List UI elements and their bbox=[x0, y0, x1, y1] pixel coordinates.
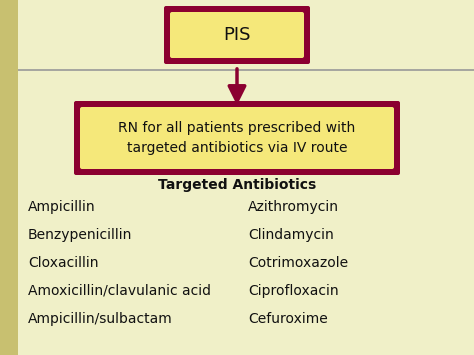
Text: Cefuroxime: Cefuroxime bbox=[248, 312, 328, 326]
Text: Azithromycin: Azithromycin bbox=[248, 200, 339, 214]
Text: Cloxacillin: Cloxacillin bbox=[28, 256, 99, 270]
FancyBboxPatch shape bbox=[170, 12, 304, 58]
Text: RN for all patients prescribed with
targeted antibiotics via IV route: RN for all patients prescribed with targ… bbox=[118, 121, 356, 155]
Text: Ciprofloxacin: Ciprofloxacin bbox=[248, 284, 338, 298]
Text: Amoxicillin/clavulanic acid: Amoxicillin/clavulanic acid bbox=[28, 284, 211, 298]
Text: Clindamycin: Clindamycin bbox=[248, 228, 334, 242]
Text: Benzypenicillin: Benzypenicillin bbox=[28, 228, 132, 242]
Text: Ampicillin: Ampicillin bbox=[28, 200, 96, 214]
Text: Cotrimoxazole: Cotrimoxazole bbox=[248, 256, 348, 270]
FancyBboxPatch shape bbox=[80, 107, 394, 169]
FancyBboxPatch shape bbox=[0, 0, 18, 355]
FancyBboxPatch shape bbox=[74, 101, 400, 175]
Text: Ampicillin/sulbactam: Ampicillin/sulbactam bbox=[28, 312, 173, 326]
Text: Targeted Antibiotics: Targeted Antibiotics bbox=[158, 178, 316, 192]
FancyBboxPatch shape bbox=[164, 6, 310, 64]
Text: PIS: PIS bbox=[223, 26, 251, 44]
